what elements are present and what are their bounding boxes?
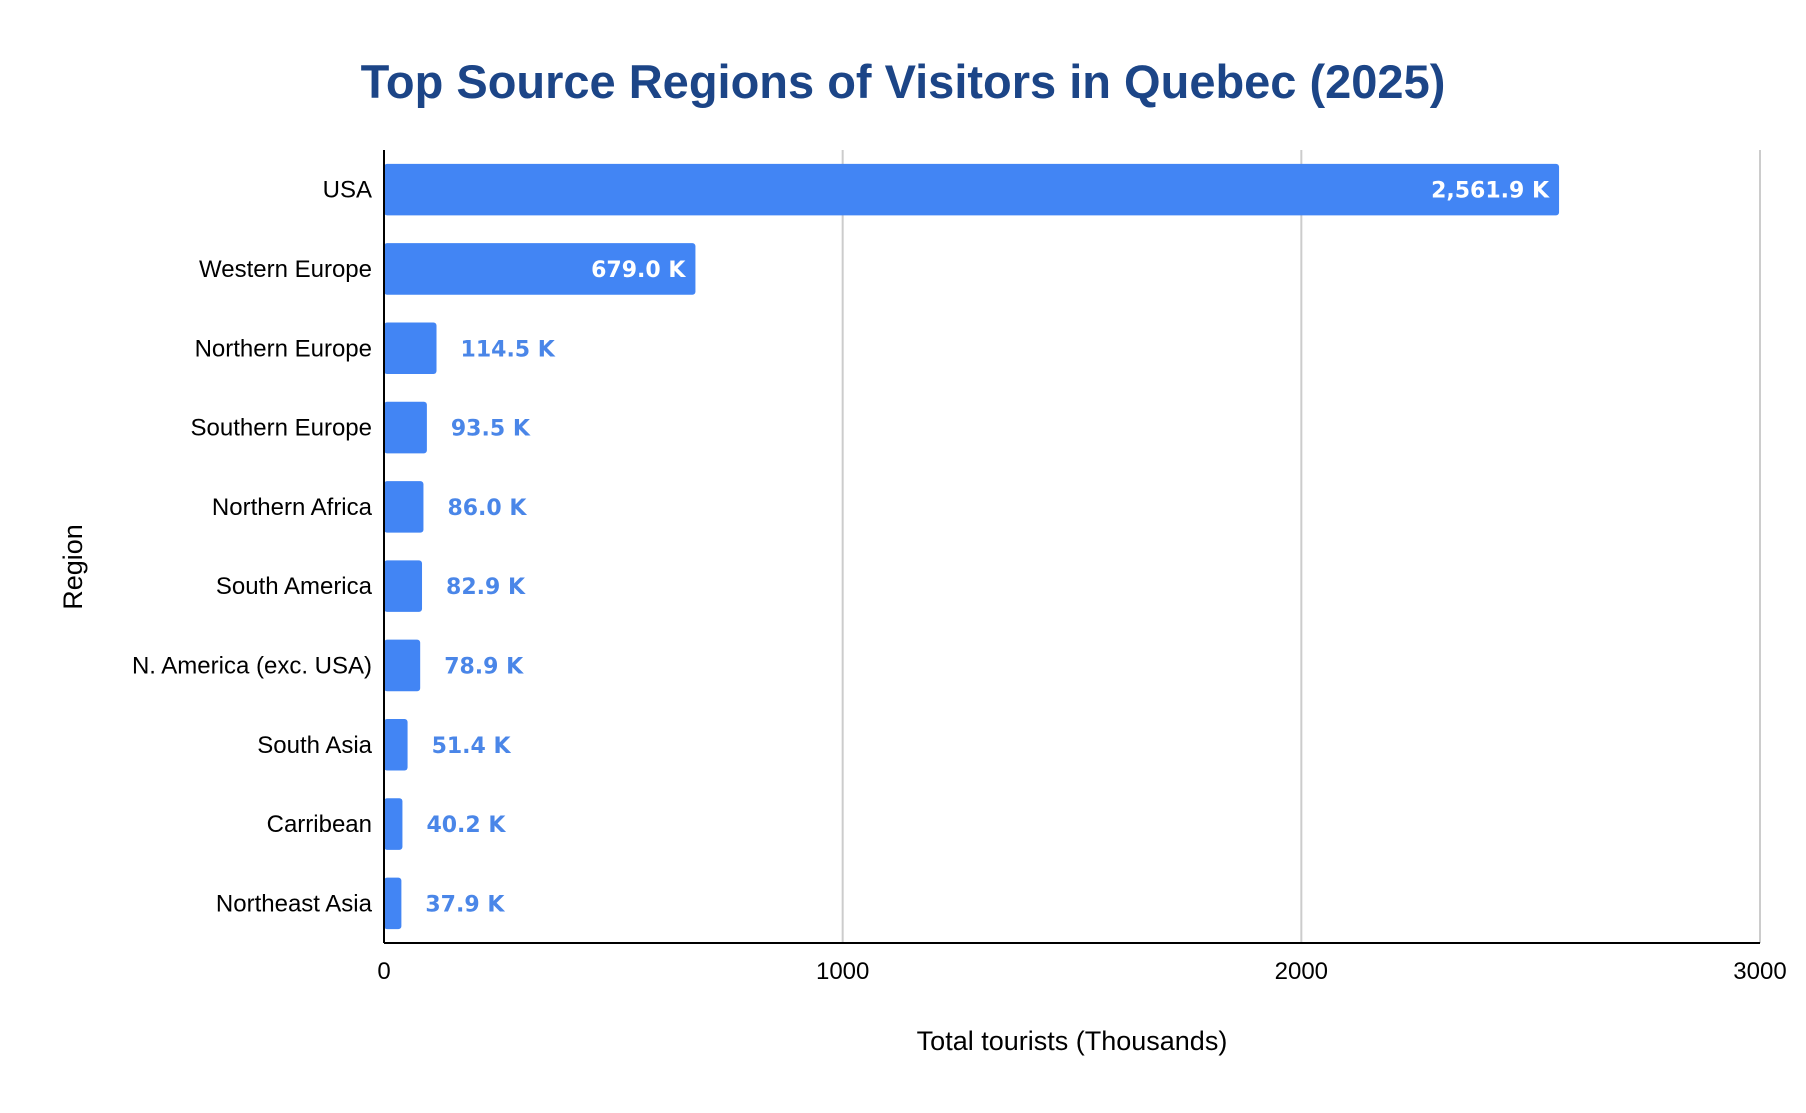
y-axis-title: Region: [58, 524, 88, 610]
data-label-0: 2,561.9 K: [1431, 179, 1550, 204]
category-label-1: Western Europe: [199, 256, 372, 283]
bar-2: [384, 322, 437, 375]
data-labels: 2,561.9 K 679.0 K 114.5 K 93.5 K 86.0 K 82.9 …: [425, 179, 1550, 918]
category-label-0: USA: [323, 177, 372, 204]
data-label-5: 82.9 K: [446, 575, 526, 600]
x-tick-label-0: 0: [377, 958, 390, 985]
category-label-5: South America: [216, 573, 373, 600]
data-label-1: 679.0 K: [591, 258, 686, 283]
data-label-4: 86.0 K: [447, 496, 527, 521]
data-label-2: 114.5 K: [461, 337, 556, 362]
bar-8: [384, 798, 403, 850]
category-label-4: Northern Africa: [212, 494, 373, 521]
data-label-6: 78.9 K: [444, 654, 524, 679]
chart-title: Top Source Regions of Visitors in Quebec…: [361, 55, 1446, 108]
x-tick-label-3: 3000: [1733, 958, 1786, 985]
data-label-3: 93.5 K: [451, 417, 531, 442]
x-tick-label-1: 1000: [816, 958, 869, 985]
x-tick-labels: 0 1000 2000 3000: [377, 958, 1786, 985]
gridlines: [841, 150, 1761, 943]
category-label-2: Northern Europe: [195, 335, 372, 362]
data-label-9: 37.9 K: [425, 892, 505, 917]
bar-5: [384, 560, 423, 612]
data-label-7: 51.4 K: [432, 734, 512, 759]
bar-1: [384, 243, 696, 295]
category-label-3: Southern Europe: [191, 415, 372, 442]
bar-0: [384, 163, 1560, 216]
x-axis-title: Total tourists (Thousands): [917, 1026, 1228, 1056]
category-label-9: Northeast Asia: [216, 890, 373, 917]
category-label-8: Carribean: [267, 811, 372, 838]
axes: [383, 150, 1760, 944]
bar-4: [384, 481, 424, 533]
bar-6: [384, 639, 421, 692]
category-labels: USA Western Europe Northern Europe Southern…: [132, 177, 373, 918]
category-label-6: N. America (exc. USA): [132, 652, 372, 679]
x-tick-label-2: 2000: [1275, 958, 1328, 985]
category-label-7: South Asia: [257, 732, 372, 759]
bar-7: [384, 718, 408, 771]
bar-9: [384, 877, 402, 930]
bar-3: [384, 401, 427, 454]
bars: [384, 163, 1560, 930]
data-label-8: 40.2 K: [426, 813, 506, 838]
